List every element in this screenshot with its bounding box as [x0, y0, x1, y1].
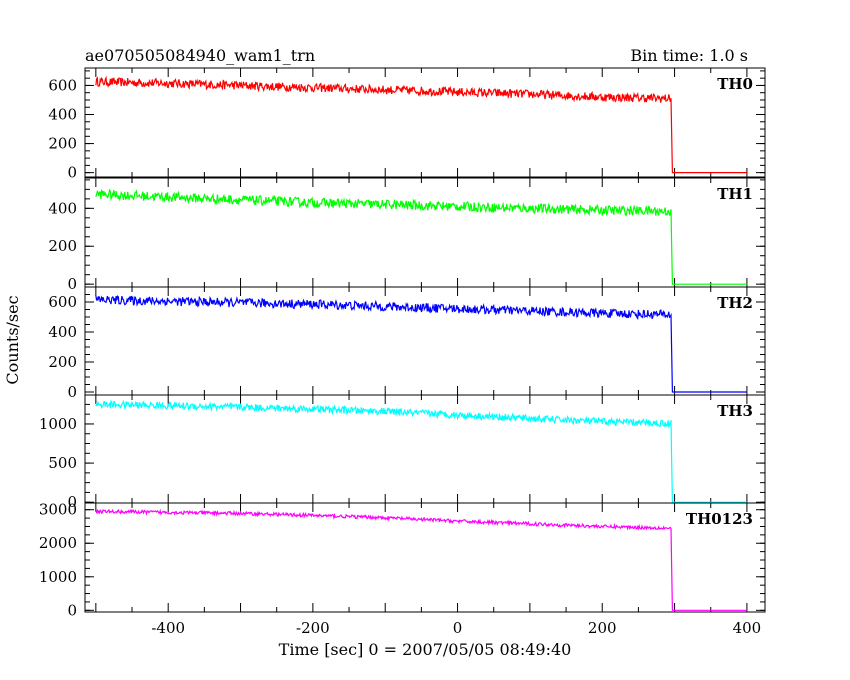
x-axis-title: Time [sec] 0 = 2007/05/05 08:49:40	[279, 640, 572, 659]
panel-frame	[84, 67, 766, 178]
series-line-th1	[95, 188, 747, 285]
panel-th1: 0 200 400 TH1	[48, 177, 766, 293]
series-line-th0123	[95, 508, 747, 611]
panel-frame	[84, 286, 766, 396]
y-tick-label: 3000	[39, 501, 77, 519]
panel-th3: 0 500 1000 TH3	[39, 394, 766, 511]
panel-th0123: 0 1000 2000 3000 TH0123	[39, 501, 766, 619]
x-tick-label: -200	[296, 619, 330, 637]
series-line-th0	[95, 75, 747, 174]
y-tick-label: 400	[48, 323, 77, 341]
series-label: TH2	[717, 294, 753, 312]
panel-th0: 0 200 400 600 TH0	[48, 67, 766, 182]
panels-group: 0 200 400 600 TH0 0 200 400 TH1 0 200 400 600 TH2 0 500…	[39, 67, 766, 637]
y-tick-label: 2000	[39, 534, 77, 552]
series-line-th3	[95, 399, 747, 503]
panel-frame	[84, 177, 766, 288]
series-label: TH1	[717, 185, 753, 203]
x-tick-label: -400	[151, 619, 185, 637]
y-axis-title: Counts/sec	[3, 295, 22, 384]
y-tick-label: 200	[48, 237, 77, 255]
x-tick-label: 200	[588, 619, 617, 637]
y-tick-label: 600	[48, 76, 77, 94]
y-tick-label: 200	[48, 135, 77, 153]
chart-title: ae070505084940_wam1_trn	[85, 46, 315, 65]
y-tick-label: 0	[67, 164, 77, 182]
y-tick-label: 600	[48, 293, 77, 311]
series-label: TH0	[717, 75, 753, 93]
y-tick-label: 1000	[39, 415, 77, 433]
bin-time-label: Bin time: 1.0 s	[630, 46, 748, 65]
y-tick-label: 400	[48, 199, 77, 217]
y-tick-label: 400	[48, 106, 77, 124]
series-line-th2	[95, 295, 747, 393]
y-tick-label: 0	[67, 275, 77, 293]
panel-th2: 0 200 400 600 TH2	[48, 286, 766, 401]
y-tick-label: 0	[67, 601, 77, 619]
y-tick-label: 0	[67, 493, 77, 511]
y-tick-label: 1000	[39, 568, 77, 586]
panel-frame	[84, 502, 766, 613]
x-tick-label: 0	[453, 619, 463, 637]
y-tick-label: 500	[48, 454, 77, 472]
series-label: TH3	[717, 402, 753, 420]
x-tick-label: 400	[733, 619, 762, 637]
y-tick-label: 0	[67, 383, 77, 401]
series-label: TH0123	[686, 510, 753, 528]
y-tick-label: 200	[48, 353, 77, 371]
